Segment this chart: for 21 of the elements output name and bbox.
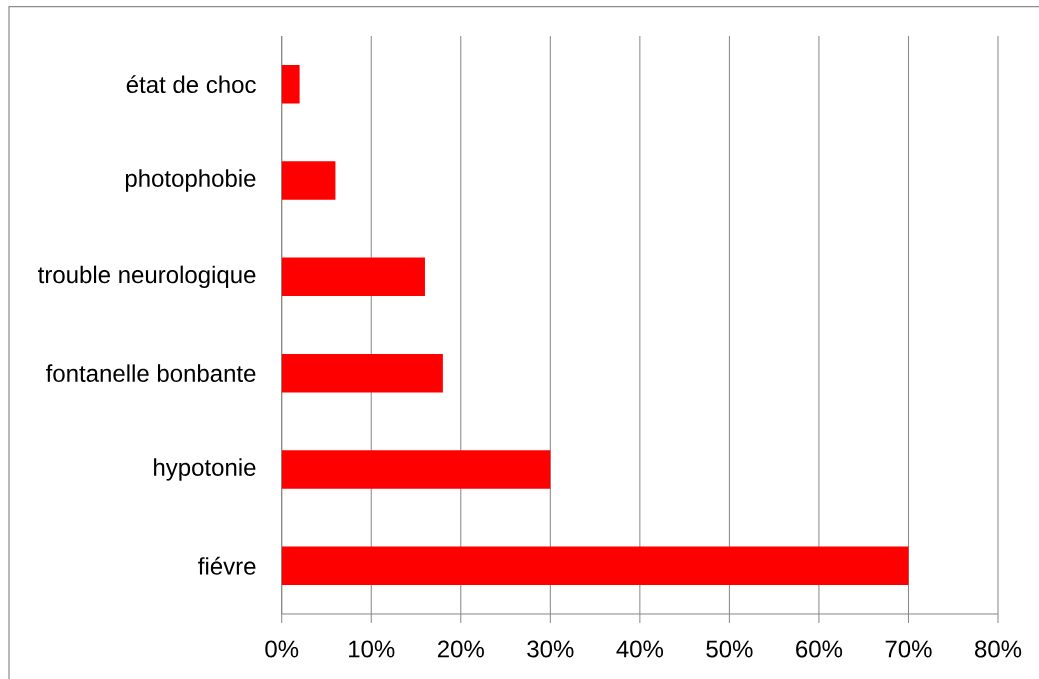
- bar: [281, 353, 443, 393]
- y-tick-label: fiévre: [198, 556, 256, 575]
- y-tick-label: fontanelle bonbante: [46, 364, 256, 382]
- x-tick-label: 30%: [527, 640, 574, 658]
- bar: [281, 64, 300, 104]
- bar: [281, 546, 909, 586]
- bar: [281, 257, 425, 297]
- x-tick-label: 20%: [437, 640, 484, 658]
- x-tick-label: 50%: [706, 640, 753, 658]
- x-tick-label: 60%: [796, 640, 843, 658]
- y-tick-label: photophobie: [125, 169, 256, 192]
- bar: [281, 161, 336, 200]
- bar: [281, 450, 551, 489]
- x-tick-label: 10%: [349, 640, 395, 658]
- y-tick-label: trouble neurologique: [38, 265, 256, 289]
- x-tick-label: 80%: [975, 640, 1022, 658]
- x-tick-label: 40%: [616, 640, 664, 658]
- x-tick-label: 70%: [885, 640, 932, 658]
- y-tick-label: hypotonie: [154, 458, 256, 481]
- x-tick-label: 0%: [265, 640, 299, 658]
- y-tick-label: état de choc: [126, 75, 256, 94]
